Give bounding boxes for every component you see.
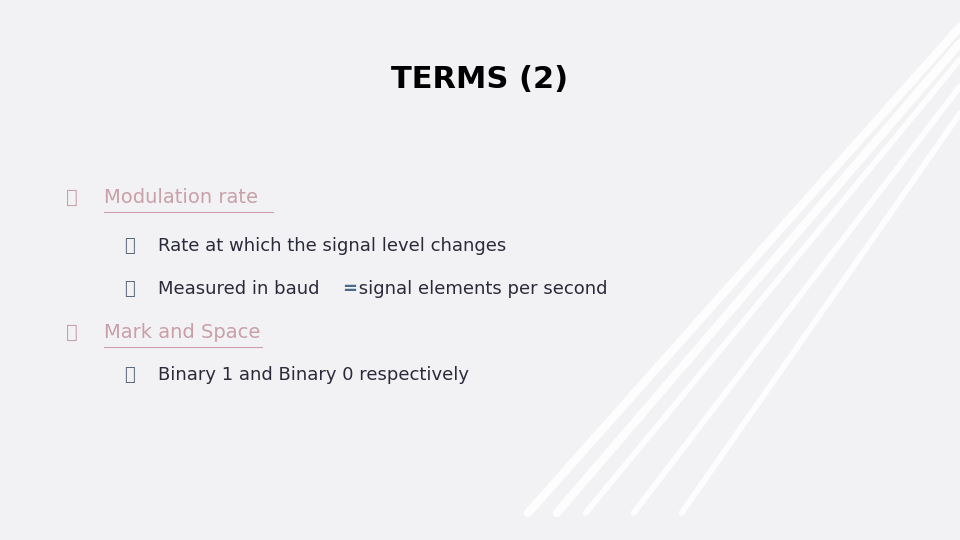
- Text: TERMS (2): TERMS (2): [392, 65, 568, 94]
- Text: ⓪: ⓪: [66, 187, 78, 207]
- Text: Mark and Space: Mark and Space: [104, 322, 260, 342]
- Text: ⓪: ⓪: [124, 237, 135, 255]
- Text: =: =: [343, 280, 357, 298]
- Text: Rate at which the signal level changes: Rate at which the signal level changes: [158, 237, 507, 255]
- Text: ⓪: ⓪: [124, 366, 135, 384]
- Text: ⓪: ⓪: [124, 280, 135, 298]
- Text: Modulation rate: Modulation rate: [104, 187, 257, 207]
- Text: Measured in baud: Measured in baud: [158, 280, 325, 298]
- Text: signal elements per second: signal elements per second: [353, 280, 608, 298]
- Text: ⓪: ⓪: [66, 322, 78, 342]
- Text: Binary 1 and Binary 0 respectively: Binary 1 and Binary 0 respectively: [158, 366, 469, 384]
